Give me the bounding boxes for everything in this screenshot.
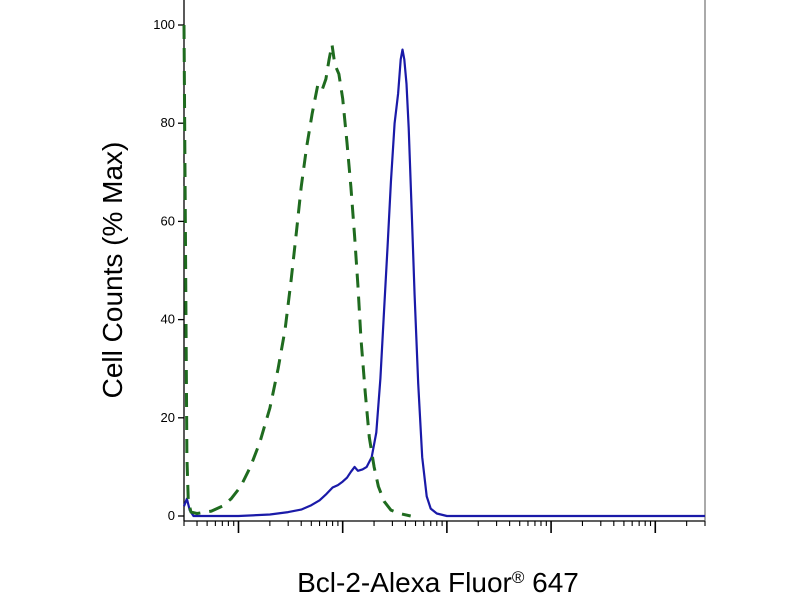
y-tick-label: 100 (153, 17, 175, 32)
x-axis-title-suffix: 647 (524, 567, 579, 598)
y-axis: 0 20 40 60 80 100 (153, 17, 184, 523)
y-tick-label: 0 (168, 508, 175, 523)
histogram-series-1-solid (182, 48, 705, 518)
histogram-series-2-dashed (182, 24, 412, 518)
y-tick-label: 60 (161, 213, 175, 228)
x-axis-title: Bcl-2-Alexa Fluor® 647 (297, 567, 579, 598)
x-axis (183, 521, 706, 533)
y-tick-label: 40 (161, 312, 175, 327)
x-axis-title-superscript: ® (512, 568, 525, 587)
y-axis-title: Cell Counts (% Max) (97, 142, 128, 399)
y-tick-label: 20 (161, 410, 175, 425)
series-layer (182, 24, 705, 518)
y-tick-label: 80 (161, 115, 175, 130)
x-axis-title-text: Bcl-2-Alexa Fluor (297, 567, 512, 598)
plot-frame (183, 0, 706, 522)
